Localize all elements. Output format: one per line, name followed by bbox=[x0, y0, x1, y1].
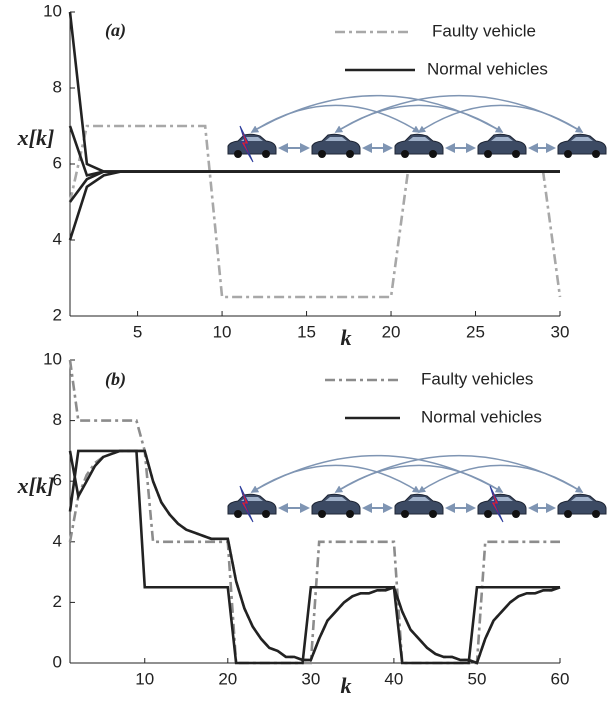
x-axis-label: k bbox=[341, 325, 352, 350]
car-window bbox=[491, 137, 513, 141]
series-line bbox=[68, 449, 561, 665]
y-tick-label: 2 bbox=[53, 305, 62, 324]
vehicle-inset bbox=[227, 94, 607, 163]
x-tick-label: 50 bbox=[467, 669, 486, 688]
series-line bbox=[68, 449, 560, 665]
x-tick-label: 5 bbox=[133, 322, 142, 341]
panel-annotation: (b) bbox=[105, 369, 126, 390]
car-body bbox=[394, 493, 444, 515]
y-tick-label: 10 bbox=[43, 349, 62, 368]
car-wheel bbox=[401, 150, 409, 158]
car-wheel bbox=[401, 510, 409, 518]
y-tick-label: 8 bbox=[53, 410, 62, 429]
series-line bbox=[68, 170, 560, 241]
car-wheel bbox=[346, 150, 354, 158]
x-tick-label: 20 bbox=[218, 669, 237, 688]
link-arrow bbox=[334, 454, 584, 493]
x-tick-label: 25 bbox=[466, 322, 485, 341]
series-line bbox=[68, 359, 560, 665]
car-wheel bbox=[592, 510, 600, 518]
car-wheel bbox=[262, 150, 270, 158]
y-tick-label: 8 bbox=[53, 77, 62, 96]
series-line bbox=[68, 124, 562, 299]
car-wheel bbox=[234, 150, 242, 158]
legend-label: Faulty vehicles bbox=[421, 369, 533, 388]
car-wheel bbox=[234, 510, 242, 518]
x-tick-label: 15 bbox=[297, 322, 316, 341]
car-wheel bbox=[318, 510, 326, 518]
x-axis-label: k bbox=[341, 673, 352, 698]
car-wheel bbox=[512, 510, 520, 518]
legend-label: Normal vehicles bbox=[427, 59, 548, 78]
car-body bbox=[311, 133, 361, 155]
vehicle-inset bbox=[227, 454, 607, 523]
legend-label: Faulty vehicle bbox=[432, 21, 536, 40]
car-wheel bbox=[262, 510, 270, 518]
x-tick-label: 60 bbox=[551, 669, 570, 688]
car-window bbox=[325, 137, 347, 141]
car-wheel bbox=[564, 510, 572, 518]
car-wheel bbox=[429, 150, 437, 158]
series-line bbox=[68, 170, 560, 203]
link-arrow bbox=[250, 94, 504, 133]
y-tick-label: 0 bbox=[53, 652, 62, 671]
car-wheel bbox=[318, 150, 326, 158]
car-wheel bbox=[346, 510, 354, 518]
car-wheel bbox=[512, 150, 520, 158]
y-tick-label: 10 bbox=[43, 1, 62, 20]
car-window bbox=[408, 497, 430, 501]
link-arrow bbox=[250, 454, 504, 493]
car-wheel bbox=[484, 510, 492, 518]
car-body bbox=[394, 133, 444, 155]
y-tick-label: 4 bbox=[53, 531, 62, 550]
x-tick-label: 20 bbox=[382, 322, 401, 341]
y-axis-label: x[k] bbox=[17, 473, 55, 498]
x-tick-label: 30 bbox=[301, 669, 320, 688]
fault-bolt bbox=[239, 485, 254, 523]
y-tick-label: 6 bbox=[53, 153, 62, 172]
y-tick-label: 2 bbox=[53, 592, 62, 611]
x-tick-label: 40 bbox=[384, 669, 403, 688]
car-body bbox=[227, 493, 277, 515]
link-arrow bbox=[334, 94, 584, 133]
x-tick-label: 30 bbox=[551, 322, 570, 341]
car-window bbox=[408, 137, 430, 141]
car-body bbox=[227, 133, 277, 155]
fault-bolt bbox=[239, 125, 254, 163]
x-tick-label: 10 bbox=[135, 669, 154, 688]
car-body bbox=[477, 493, 527, 515]
x-tick-label: 10 bbox=[213, 322, 232, 341]
legend-label: Normal vehicles bbox=[421, 407, 542, 426]
y-tick-label: 6 bbox=[53, 471, 62, 490]
y-tick-label: 4 bbox=[53, 229, 62, 248]
car-window bbox=[325, 497, 347, 501]
car-body bbox=[557, 133, 607, 155]
panel-annotation: (a) bbox=[105, 20, 126, 41]
car-wheel bbox=[484, 150, 492, 158]
car-window bbox=[571, 137, 593, 141]
fault-bolt bbox=[489, 485, 504, 523]
car-body bbox=[557, 493, 607, 515]
car-wheel bbox=[429, 510, 437, 518]
car-wheel bbox=[592, 150, 600, 158]
car-body bbox=[311, 493, 361, 515]
car-body bbox=[477, 133, 527, 155]
y-axis-label: x[k] bbox=[17, 125, 55, 150]
car-window bbox=[571, 497, 593, 501]
car-wheel bbox=[564, 150, 572, 158]
